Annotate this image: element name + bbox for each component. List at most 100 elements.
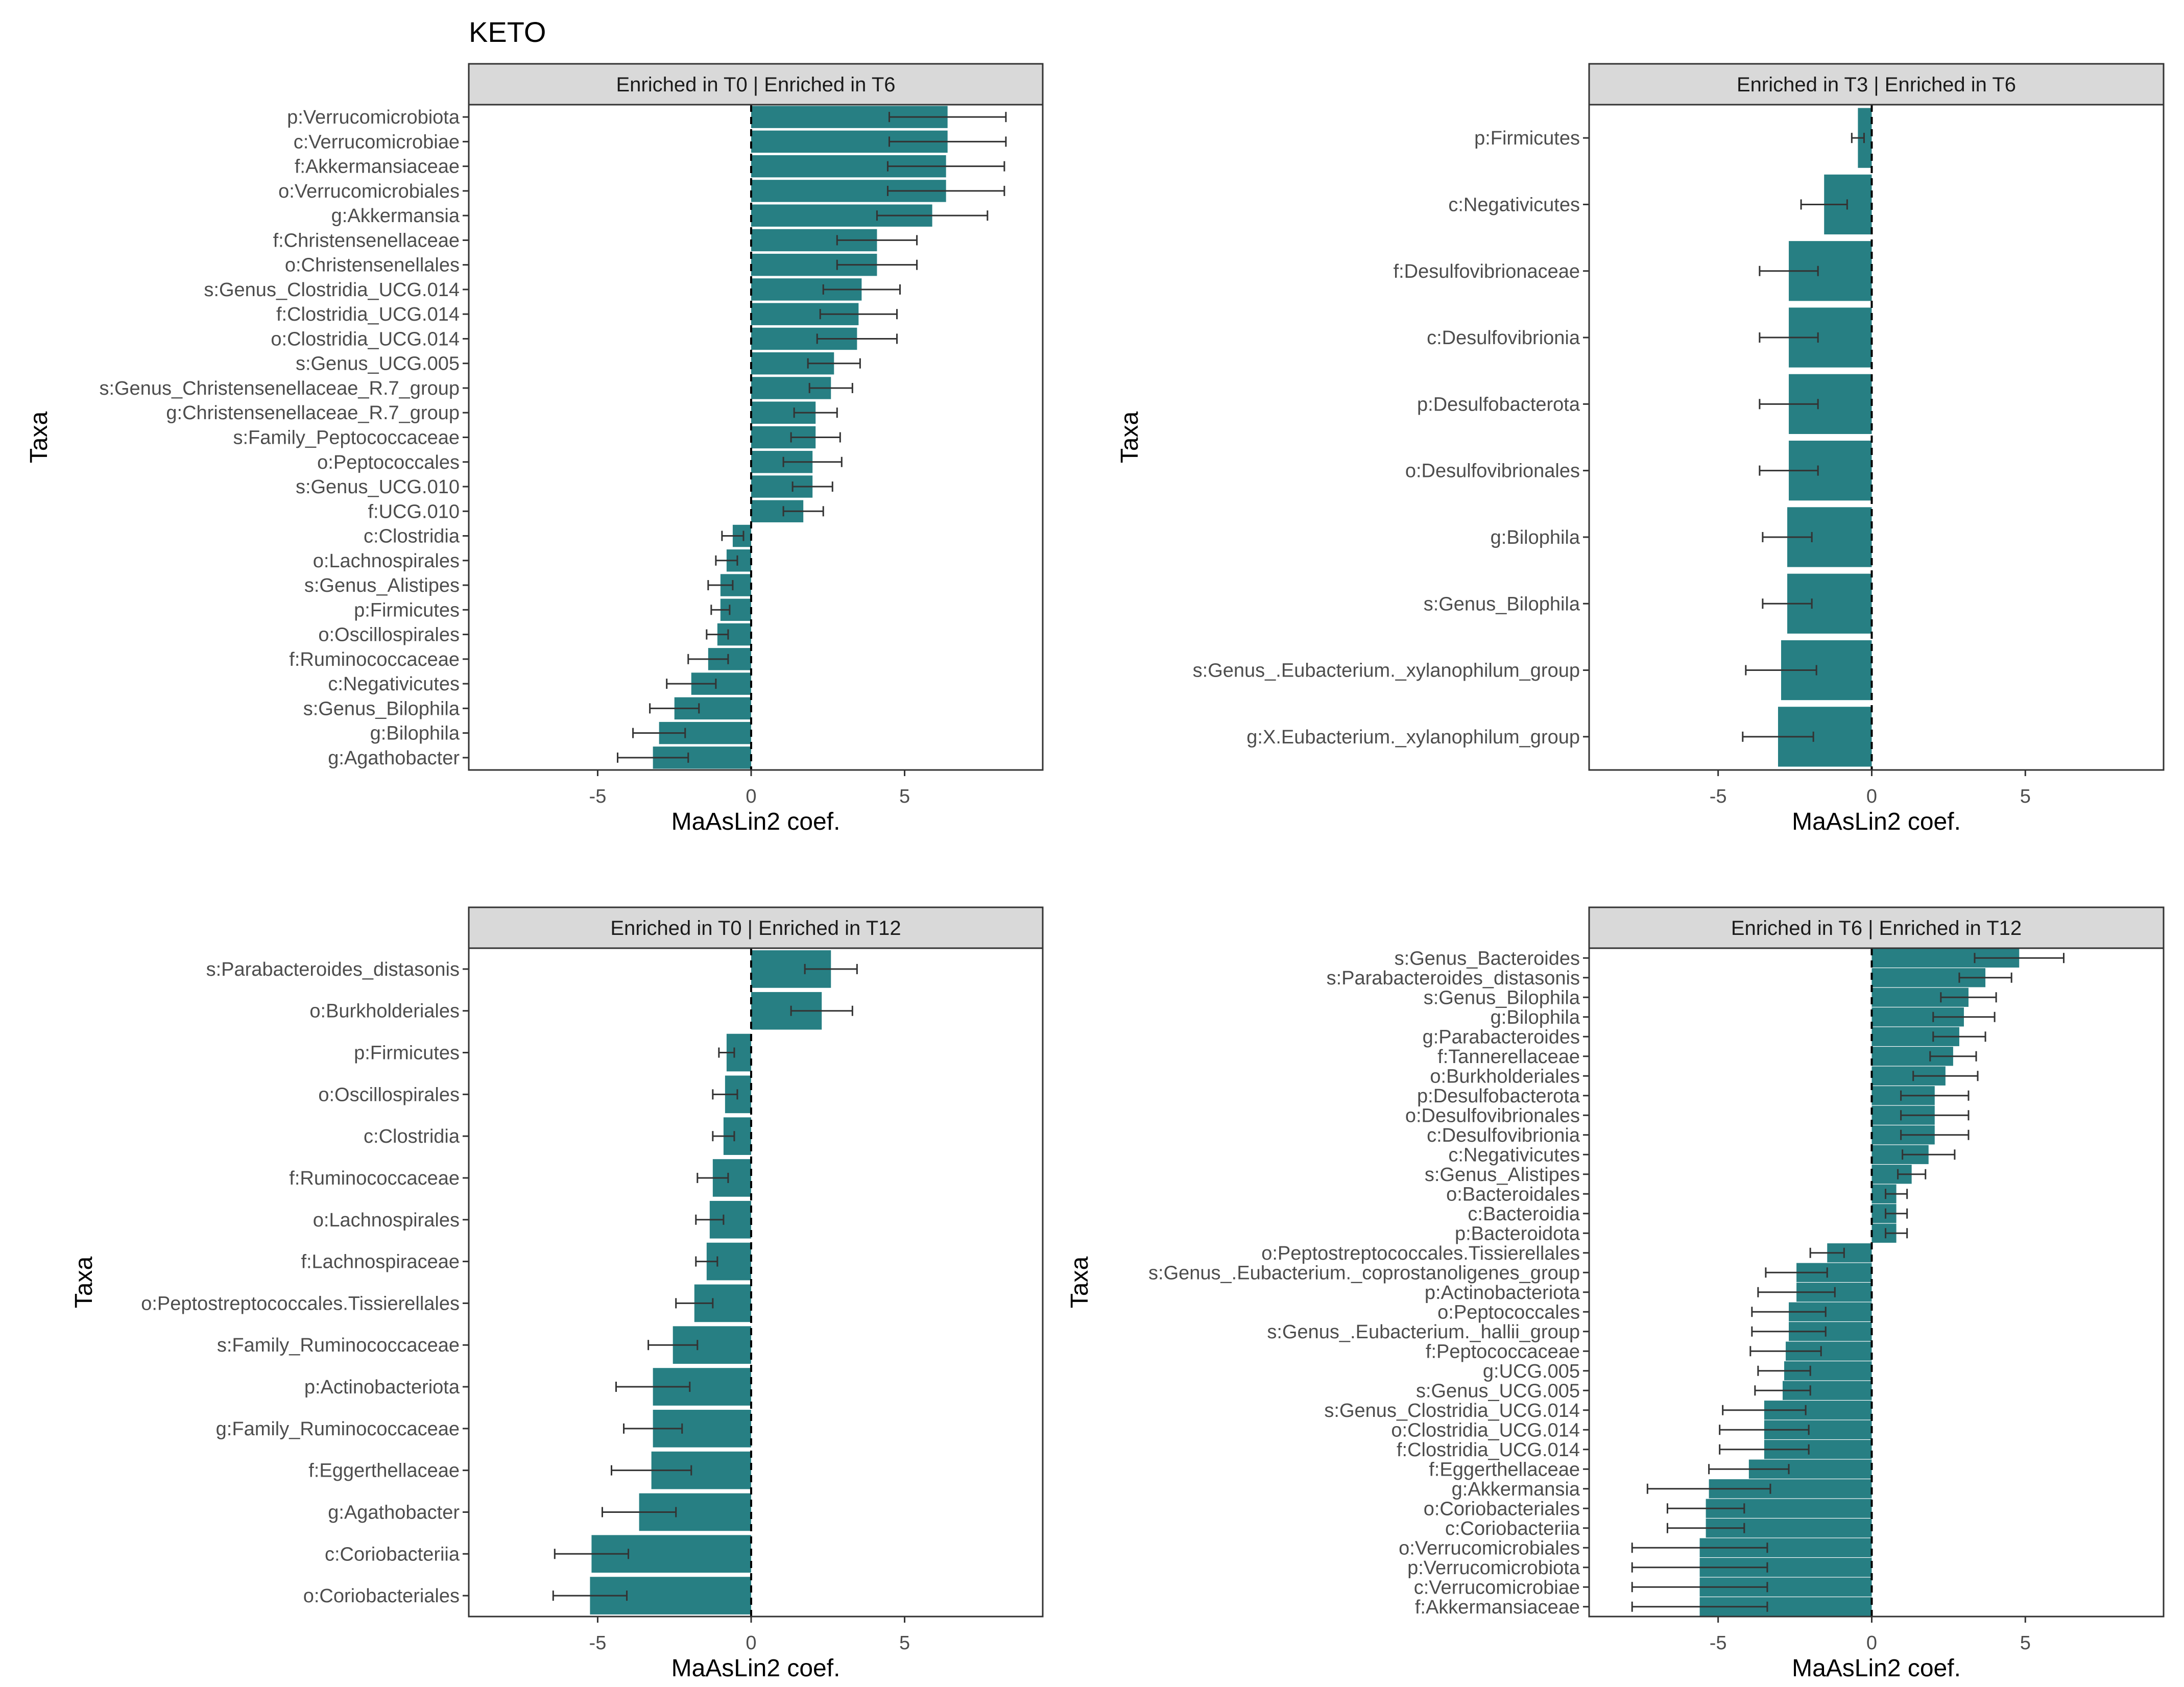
x-tick-label: 5 xyxy=(899,786,910,807)
y-tick-label: c:Desulfovibrionia xyxy=(1427,1125,1580,1146)
x-tick-label: 0 xyxy=(746,1632,756,1654)
y-tick-label: o:Oscillospirales xyxy=(318,1084,460,1105)
y-tick-label: c:Verrucomicrobiae xyxy=(1414,1577,1580,1598)
y-tick-label: f:Eggerthellaceae xyxy=(308,1460,460,1482)
y-tick-label: s:Genus_UCG.010 xyxy=(296,476,460,498)
y-tick-label: p:Actinobacteriota xyxy=(304,1377,460,1398)
y-tick-label: c:Clostridia xyxy=(364,1126,460,1147)
y-tick-label: o:Peptostreptococcales.Tissierellales xyxy=(1261,1243,1580,1264)
y-tick-label: o:Verrucomicrobiales xyxy=(1399,1537,1580,1559)
y-tick-label: o:Oscillospirales xyxy=(318,624,460,646)
y-tick-label: s:Family_Peptococcaceae xyxy=(233,427,460,449)
x-axis-title: MaAsLin2 coef. xyxy=(671,1655,841,1682)
y-tick-label: o:Burkholderiales xyxy=(1430,1066,1580,1087)
facet-strip-label: Enriched in T6 | Enriched in T12 xyxy=(1731,917,2022,939)
y-tick-label: g:Bilophila xyxy=(370,723,460,744)
y-tick-label: f:Akkermansiaceae xyxy=(1415,1597,1580,1618)
y-tick-label: c:Negativicutes xyxy=(1448,194,1580,215)
y-tick-label: s:Genus_Bilophila xyxy=(1424,593,1580,615)
y-tick-label: s:Genus_Bilophila xyxy=(1424,987,1580,1008)
y-tick-label: s:Genus_Alistipes xyxy=(1425,1164,1580,1186)
x-tick-label: 5 xyxy=(899,1632,910,1654)
y-tick-label: g:Bilophila xyxy=(1491,1007,1580,1028)
x-tick-label: -5 xyxy=(1710,786,1727,807)
panel-bottom-right: Enriched in T6 | Enriched in T12 s:Genus_… xyxy=(1066,906,2165,1682)
facet-strip xyxy=(1588,63,2165,106)
y-tick-label: o:Lachnospirales xyxy=(313,550,460,572)
y-tick-label: p:Verrucomicrobiota xyxy=(1407,1557,1580,1579)
y-tick-label: s:Genus_.Eubacterium._coprostanoligenes_… xyxy=(1148,1262,1580,1284)
y-tick-label: c:Clostridia xyxy=(364,526,460,547)
y-tick-label: o:Desulfovibrionales xyxy=(1405,1105,1580,1126)
facet-strip-label: Enriched in T0 | Enriched in T6 xyxy=(616,74,896,96)
y-tick-label: s:Genus_UCG.005 xyxy=(1416,1380,1580,1402)
y-tick-label: p:Firmicutes xyxy=(354,599,460,621)
y-tick-label: p:Actinobacteriota xyxy=(1425,1282,1580,1304)
panel-frame xyxy=(468,947,1044,1618)
y-tick-label: s:Parabacteroides_distasonis xyxy=(206,959,460,980)
y-tick-label: o:Peptostreptococcales.Tissierellales xyxy=(141,1293,460,1314)
y-tick-label: c:Bacteroidia xyxy=(1468,1203,1580,1225)
y-tick-label: s:Genus_Clostridia_UCG.014 xyxy=(1324,1400,1580,1421)
y-tick-label: o:Christensenellales xyxy=(285,255,460,276)
y-tick-label: c:Verrucomicrobiae xyxy=(294,131,460,153)
x-tick-label: -5 xyxy=(1710,1632,1727,1654)
y-tick-label: g:X.Eubacterium._xylanophilum_group xyxy=(1246,727,1580,748)
figure-title: KETO xyxy=(469,16,546,48)
y-tick-label: c:Negativicutes xyxy=(1448,1144,1580,1166)
y-tick-label: g:Akkermansia xyxy=(331,205,460,227)
y-tick-label: s:Genus_.Eubacterium._xylanophilum_group xyxy=(1193,660,1580,682)
panel-top-left: Enriched in T0 | Enriched in T6 p:Verruco… xyxy=(26,63,1044,835)
y-tick-label: c:Negativicutes xyxy=(328,673,460,695)
y-tick-label: s:Genus_Bilophila xyxy=(303,698,460,719)
facet-strip-label: Enriched in T3 | Enriched in T6 xyxy=(1737,74,2016,96)
facet-strip-label: Enriched in T0 | Enriched in T12 xyxy=(610,917,901,939)
y-tick-label: s:Genus_Clostridia_UCG.014 xyxy=(204,279,460,301)
panel-frame xyxy=(1588,104,2165,771)
x-axis-title: MaAsLin2 coef. xyxy=(671,808,841,835)
facet-strip xyxy=(468,906,1044,949)
y-tick-label: o:Coriobacteriales xyxy=(303,1585,460,1607)
y-tick-label: c:Desulfovibrionia xyxy=(1427,327,1580,349)
y-tick-label: s:Parabacteroides_distasonis xyxy=(1327,968,1580,989)
y-tick-label: s:Genus_UCG.005 xyxy=(296,353,460,375)
y-tick-label: f:Akkermansiaceae xyxy=(295,156,460,178)
y-tick-label: o:Clostridia_UCG.014 xyxy=(1391,1419,1580,1441)
y-tick-label: g:Akkermansia xyxy=(1452,1479,1580,1500)
y-tick-label: f:Eggerthellaceae xyxy=(1429,1459,1580,1480)
y-tick-label: o:Peptococcales xyxy=(1437,1302,1580,1323)
panel-bottom-left: Enriched in T0 | Enriched in T12 s:Paraba… xyxy=(70,906,1044,1682)
y-tick-label: p:Verrucomicrobiota xyxy=(287,107,460,128)
x-tick-label: 0 xyxy=(746,786,756,807)
x-tick-label: -5 xyxy=(589,1632,607,1654)
y-tick-label: g:Christensenellaceae_R.7_group xyxy=(166,402,460,424)
x-axis-title: MaAsLin2 coef. xyxy=(1792,808,1961,835)
y-tick-label: f:Ruminococcaceae xyxy=(289,649,460,670)
panel-frame xyxy=(1588,947,2165,1618)
panel-frame xyxy=(468,104,1044,771)
y-tick-label: f:Ruminococcaceae xyxy=(289,1168,460,1189)
y-tick-label: g:Parabacteroides xyxy=(1423,1026,1580,1048)
y-tick-label: c:Coriobacteriia xyxy=(325,1544,460,1565)
y-axis-title: Taxa xyxy=(70,1257,98,1309)
y-tick-label: g:UCG.005 xyxy=(1483,1361,1580,1382)
y-tick-label: o:Bacteroidales xyxy=(1446,1184,1580,1205)
y-tick-label: g:Agathobacter xyxy=(328,748,460,769)
x-tick-label: 5 xyxy=(2020,1632,2031,1654)
y-axis-title: Taxa xyxy=(1066,1257,1093,1309)
y-tick-label: s:Genus_Christensenellaceae_R.7_group xyxy=(99,378,460,399)
y-tick-label: s:Genus_Alistipes xyxy=(304,575,460,596)
y-axis-title: Taxa xyxy=(1116,412,1143,464)
y-tick-label: f:Lachnospiraceae xyxy=(301,1251,460,1273)
y-tick-label: o:Peptococcales xyxy=(317,452,460,473)
x-axis-title: MaAsLin2 coef. xyxy=(1792,1655,1961,1682)
x-tick-label: 5 xyxy=(2020,786,2031,807)
y-tick-label: f:Desulfovibrionaceae xyxy=(1394,261,1580,282)
y-tick-label: o:Lachnospirales xyxy=(313,1210,460,1231)
facet-strip xyxy=(468,63,1044,106)
x-tick-label: -5 xyxy=(589,786,607,807)
y-tick-label: p:Desulfobacterota xyxy=(1417,1086,1580,1107)
y-tick-label: f:Tannerellaceae xyxy=(1437,1046,1580,1068)
y-tick-label: s:Family_Ruminococcaceae xyxy=(217,1335,460,1356)
